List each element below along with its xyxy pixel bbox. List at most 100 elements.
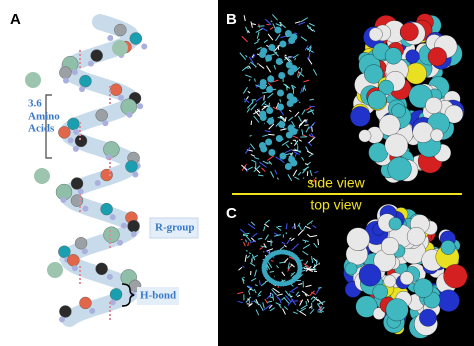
bond [297, 222, 301, 227]
atom [74, 237, 88, 250]
bond [242, 278, 245, 282]
bond [309, 133, 312, 137]
bond [265, 280, 268, 283]
bond [267, 155, 275, 161]
atom [387, 156, 412, 181]
bond [272, 23, 276, 30]
bond [303, 119, 308, 122]
ribbon-bead [266, 107, 274, 114]
bond [279, 158, 285, 164]
ribbon-bead [275, 58, 283, 65]
bond [283, 297, 290, 304]
atom [378, 114, 401, 136]
bond [253, 288, 257, 294]
hydrogen [141, 43, 148, 50]
hydrogen [89, 307, 96, 314]
bond [250, 277, 257, 282]
bond [253, 165, 261, 173]
atom [391, 103, 406, 118]
bond [304, 267, 310, 270]
atom [79, 74, 92, 88]
bond [292, 149, 298, 152]
bond [237, 291, 244, 295]
bond [280, 128, 287, 131]
bond [260, 281, 267, 287]
bond [241, 164, 248, 171]
bond [318, 287, 322, 289]
bond [266, 65, 272, 73]
bond [311, 291, 317, 295]
bond [283, 244, 287, 248]
bond [281, 271, 286, 277]
bond [307, 45, 312, 51]
atom [67, 117, 80, 131]
bond [253, 300, 260, 305]
bond [245, 54, 248, 58]
atom [444, 104, 464, 124]
bond [248, 288, 252, 291]
bond [275, 51, 278, 54]
bond [267, 33, 274, 41]
bond [276, 177, 279, 180]
bond [243, 276, 245, 279]
bond [302, 269, 306, 272]
bond [261, 106, 267, 111]
bond [291, 84, 294, 90]
atom [95, 262, 108, 276]
bond [249, 262, 256, 267]
bond [305, 284, 312, 288]
ribbon-bead [278, 121, 286, 128]
hydrogen [77, 188, 84, 195]
bond [267, 240, 273, 243]
bond [249, 143, 256, 150]
bond [262, 160, 269, 164]
bond [277, 293, 283, 296]
hydrogen [81, 248, 88, 255]
bond [242, 86, 248, 94]
bond [297, 229, 304, 236]
atom [412, 121, 434, 143]
bond [291, 243, 299, 251]
ribbon-bead [297, 263, 303, 269]
bond [284, 54, 287, 57]
bond [318, 302, 321, 305]
bond [301, 109, 306, 115]
atom [358, 129, 372, 143]
atom [443, 264, 468, 289]
bond [258, 108, 260, 111]
bond [290, 152, 294, 156]
bond [285, 223, 288, 230]
bond [276, 265, 279, 269]
ribbon-bead [284, 163, 292, 170]
bond [243, 98, 250, 103]
bond [289, 290, 295, 293]
bond [270, 260, 274, 262]
bond [314, 171, 319, 174]
bond [248, 300, 251, 304]
atom [358, 263, 382, 287]
atom [378, 79, 394, 96]
hydrogen [87, 60, 94, 67]
bond [241, 277, 245, 284]
bond [298, 71, 305, 77]
bond [313, 296, 319, 302]
ribbon-bead [288, 37, 296, 44]
bond [297, 294, 301, 297]
bond [271, 14, 278, 21]
bond [264, 219, 271, 224]
bond [257, 290, 262, 296]
bond [259, 280, 261, 286]
atom [59, 305, 72, 318]
bond [264, 130, 271, 133]
bond [279, 298, 282, 304]
h-bond-label: H-bond [140, 290, 176, 302]
hydrogen [67, 137, 74, 144]
bond [304, 45, 309, 51]
bond [294, 21, 301, 24]
bond [251, 159, 257, 163]
bond [304, 225, 311, 230]
atom [74, 134, 88, 148]
bracket-label: Acids [28, 123, 55, 135]
bond [248, 65, 251, 69]
bond [300, 87, 303, 94]
